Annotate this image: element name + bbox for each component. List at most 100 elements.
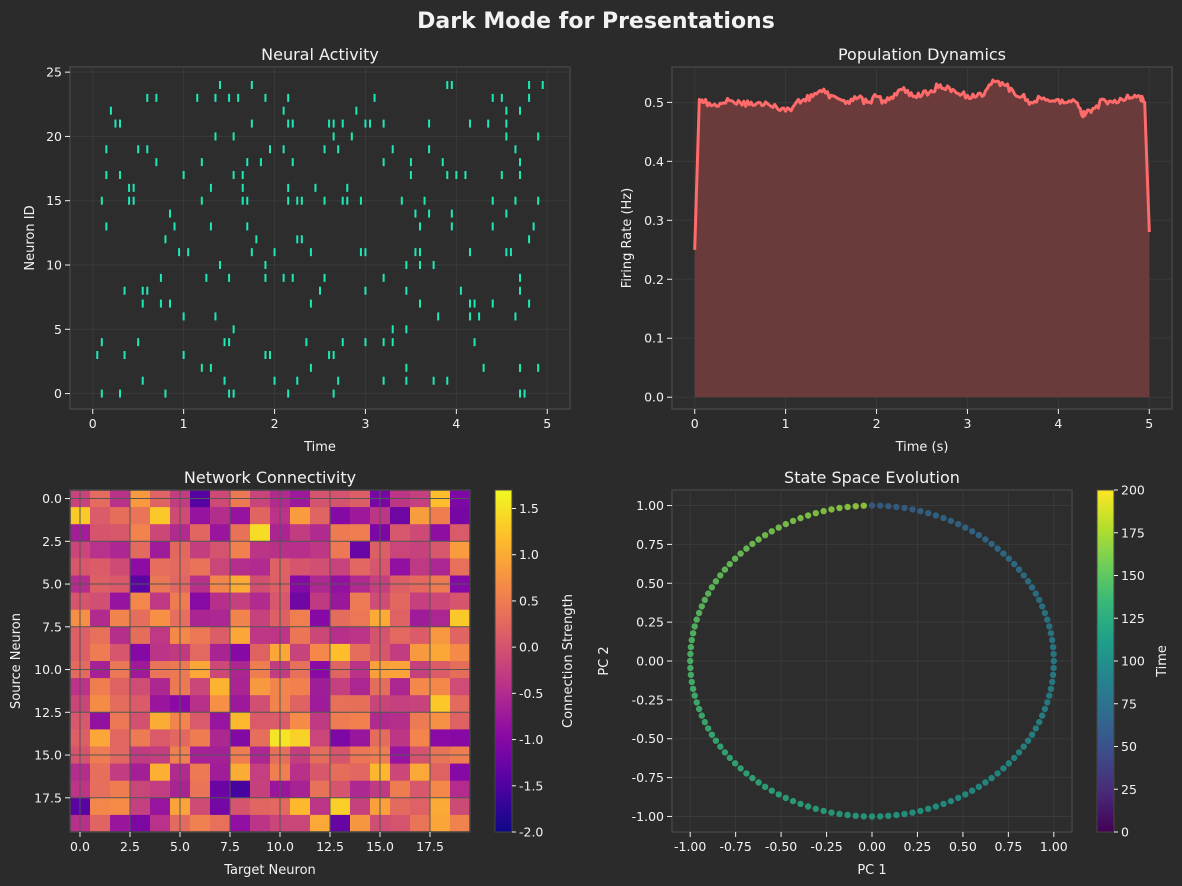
heatmap-cell: [250, 558, 271, 576]
population-dynamics-xtick-label: 0: [691, 416, 699, 431]
heatmap-cell: [390, 797, 411, 816]
network-connectivity-ytick-label: 7.5: [42, 619, 62, 634]
heatmap-cell: [250, 763, 271, 781]
heatmap-cell: [310, 643, 331, 662]
heatmap-cell: [350, 814, 371, 833]
heatmap-cell: [110, 592, 131, 610]
colorbar-tick-label: -0.5: [519, 686, 543, 701]
heatmap-cell: [330, 507, 351, 525]
heatmap-cell: [190, 541, 211, 559]
trajectory-point: [726, 754, 733, 762]
heatmap-cell: [250, 626, 271, 645]
trajectory-point: [901, 504, 908, 512]
trajectory-point: [749, 774, 756, 782]
heatmap-cell: [210, 712, 231, 730]
heatmap-cell: [150, 541, 171, 559]
population-dynamics-ytick-label: 0.1: [644, 331, 664, 346]
heatmap-cell: [310, 626, 331, 645]
heatmap-cell: [90, 541, 111, 559]
trajectory-point: [1028, 731, 1036, 738]
heatmap-cell: [150, 678, 171, 696]
trajectory-point: [1044, 616, 1051, 623]
heatmap-cell: [190, 592, 211, 610]
heatmap-cell: [190, 524, 211, 542]
firing-rate-area: [694, 80, 1150, 398]
trajectory-point: [917, 507, 924, 515]
heatmap-cell: [130, 814, 151, 833]
heatmap-cell: [250, 678, 271, 696]
colorbar-tick-label: 50: [1121, 739, 1137, 754]
heatmap-cell: [410, 626, 431, 645]
trajectory-point: [868, 502, 876, 509]
heatmap-cell: [90, 678, 111, 696]
heatmap-cell: [410, 678, 431, 696]
heatmap-cell: [330, 541, 351, 559]
heatmap-cell: [230, 695, 251, 713]
trajectory-point: [1047, 630, 1055, 637]
heatmap-cell: [210, 678, 231, 696]
neural-activity-title: Neural Activity: [261, 45, 379, 64]
heatmap-cell: [210, 626, 231, 645]
heatmap-cell: [130, 592, 151, 610]
heatmap-cell: [290, 678, 311, 696]
heatmap-cell: [110, 695, 131, 713]
state-space-xtick-label: 0.50: [949, 839, 977, 854]
heatmap-cell: [310, 695, 331, 713]
heatmap-cell: [250, 609, 271, 628]
population-dynamics-xlabel: Time (s): [895, 440, 949, 455]
network-connectivity-xlabel: Target Neuron: [223, 863, 316, 878]
network-connectivity-axes: [69, 489, 471, 833]
heatmap-cell: [290, 695, 311, 713]
heatmap-cell: [430, 712, 451, 730]
trajectory-point: [812, 805, 819, 812]
heatmap-cell: [330, 797, 351, 816]
trajectory-point: [1032, 590, 1040, 597]
heatmap-cell: [130, 643, 151, 662]
heatmap-cell: [230, 524, 251, 542]
heatmap-cell: [350, 763, 371, 781]
heatmap-cell: [210, 763, 231, 781]
trajectory-point: [947, 517, 955, 525]
heatmap-cell: [330, 609, 351, 628]
heatmap-cell: [310, 780, 331, 799]
trajectory-point: [693, 616, 700, 623]
heatmap-cell: [310, 763, 331, 781]
heatmap-cell: [290, 541, 311, 559]
trajectory-point: [768, 528, 775, 535]
population-dynamics-xtick-label: 1: [782, 416, 790, 431]
network-connectivity-xtick-label: 15.0: [366, 839, 394, 854]
trajectory-point: [691, 623, 698, 630]
trajectory-point: [708, 584, 716, 591]
heatmap-cell: [130, 729, 151, 747]
network-connectivity-xtick-label: 17.5: [416, 839, 444, 854]
heatmap-cell: [90, 814, 111, 833]
trajectory-point: [755, 779, 762, 786]
heatmap-cell: [330, 712, 351, 730]
heatmap-cell: [450, 729, 471, 747]
colorbar-tick-label: 1.0: [519, 547, 539, 562]
heatmap-cell: [390, 695, 411, 713]
heatmap-cell: [410, 797, 431, 816]
trajectory-point: [755, 536, 762, 543]
trajectory-point: [917, 807, 924, 815]
heatmap-cell: [450, 643, 471, 662]
trajectory-point: [893, 811, 900, 819]
heatmap-cell: [110, 643, 131, 662]
heatmap-cell: [350, 507, 371, 525]
heatmap-cell: [450, 797, 471, 816]
heatmap-cell: [90, 797, 111, 816]
trajectory-point: [909, 809, 916, 816]
heatmap-cell: [130, 797, 151, 816]
trajectory-point: [687, 664, 694, 672]
trajectory-point: [969, 528, 976, 535]
trajectory-point: [1039, 712, 1046, 719]
heatmap-cell: [110, 541, 131, 559]
trajectory-point: [731, 760, 739, 767]
colorbar-tick-label: 100: [1121, 654, 1145, 669]
heatmap-cell: [290, 729, 311, 747]
trajectory-point: [1049, 678, 1056, 686]
heatmap-cell: [130, 695, 151, 713]
heatmap-cell: [130, 609, 151, 628]
heatmap-cell: [330, 558, 351, 576]
heatmap-cell: [330, 524, 351, 542]
